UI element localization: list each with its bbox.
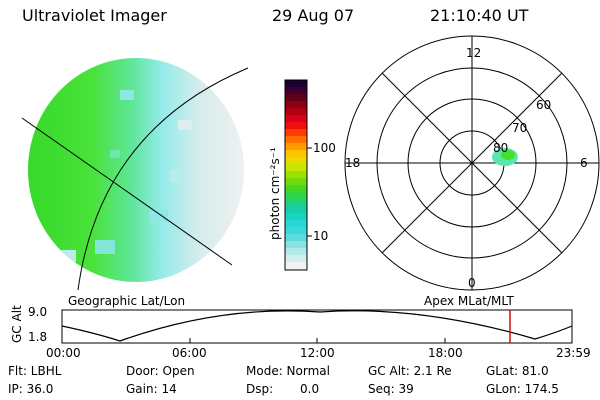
polar-aurora-core <box>501 150 515 160</box>
timeline-plot <box>61 309 573 344</box>
info-filter: Flt: LBHL <box>8 364 62 378</box>
info-gc-alt: GC Alt: 2.1 Re <box>368 364 452 378</box>
timeline-axis-title: GC Alt <box>10 305 24 343</box>
uv-disk <box>28 58 244 282</box>
polar-label-0: 0 <box>468 276 476 290</box>
timeline-y-top: 9.0 <box>28 305 48 319</box>
timeline-x-tick-1: 06:00 <box>172 346 207 360</box>
timeline-x-tick-2: 12:00 <box>300 346 335 360</box>
timeline-x-tick-4: 23:59 <box>556 346 591 360</box>
polar-ring-70: 70 <box>512 121 528 135</box>
timeline-x-tick-3: 18:00 <box>428 346 463 360</box>
info-door: Door: Open <box>126 364 195 378</box>
polar-label-12: 12 <box>466 46 482 60</box>
timeline-left-label: Geographic Lat/Lon <box>68 294 186 308</box>
timeline-y-bottom: 1.8 <box>28 330 48 344</box>
colorbar-tick-10: 10 <box>313 229 329 243</box>
timeline-x-tick-0: 00:00 <box>46 346 81 360</box>
polar-ring-60: 60 <box>536 98 552 112</box>
info-glon: GLon: 174.5 <box>486 382 559 396</box>
colorbar-tick-100: 100 <box>313 141 336 155</box>
instrument-title: Ultraviolet Imager <box>22 6 167 25</box>
geo-grid-line <box>21 117 233 266</box>
date-label: 29 Aug 07 <box>272 6 355 25</box>
info-dsp-label: Dsp: <box>246 382 274 396</box>
timeline-right-label: Apex MLat/MLT <box>424 294 514 308</box>
info-glat: GLat: 81.0 <box>486 364 549 378</box>
colorbar-unit-label: photon cm⁻²s⁻¹ <box>268 147 282 240</box>
info-dsp-value: 0.0 <box>300 382 320 396</box>
info-ip: IP: 36.0 <box>8 382 54 396</box>
polar-plot <box>344 35 600 291</box>
geo-grid-arc <box>77 67 249 291</box>
altitude-curve <box>61 310 573 342</box>
info-gain: Gain: 14 <box>126 382 177 396</box>
time-label: 21:10:40 UT <box>430 6 529 25</box>
polar-label-18: 18 <box>345 156 361 170</box>
polar-label-6: 6 <box>580 156 588 170</box>
info-mode: Mode: Normal <box>246 364 330 378</box>
polar-ring-80: 80 <box>493 141 509 155</box>
colorbar <box>284 79 312 271</box>
info-seq: Seq: 39 <box>368 382 414 396</box>
